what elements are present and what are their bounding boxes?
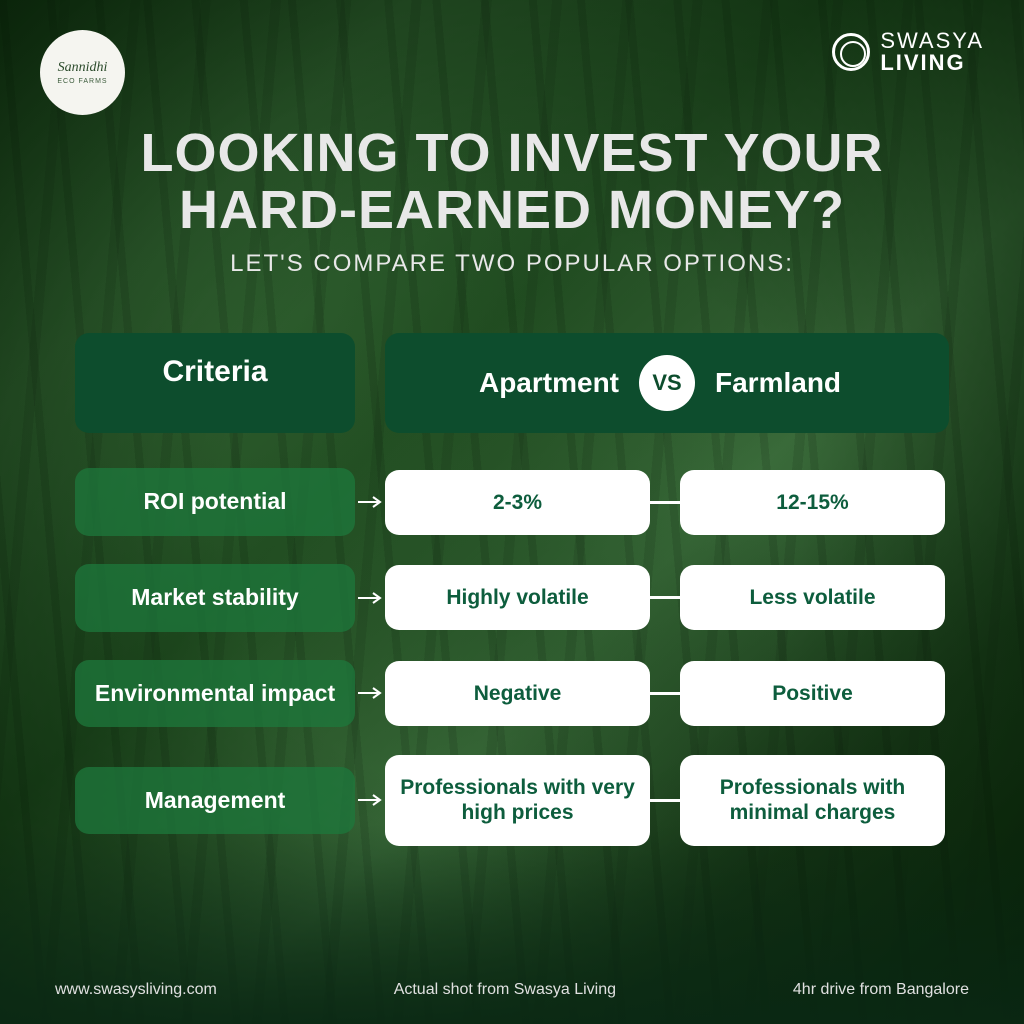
footer-caption: Actual shot from Swasya Living [394,981,616,999]
table-row: Management Professionals with very high p… [75,755,949,845]
row-value-apartment: Highly volatile [385,565,650,630]
swasya-logo-icon [832,33,870,71]
row-label: Market stability [75,564,355,632]
connector-line [650,799,680,802]
table-row: ROI potential 2-3% 12-15% [75,468,949,536]
footer-location: 4hr drive from Bangalore [793,981,969,999]
headline-section: LOOKING TO INVEST YOUR HARD-EARNED MONEY… [40,125,984,278]
arrow-right-icon [355,592,385,604]
footer-website: www.swasysliving.com [55,981,217,999]
headline-subtitle: LET'S COMPARE TWO POPULAR OPTIONS: [40,250,984,278]
logo-left-name: Sannidhi [58,60,108,76]
sannidhi-logo: Sannidhi ECO FARMS [40,30,125,115]
arrow-right-icon [355,794,385,806]
row-label: Environmental impact [75,660,355,728]
logo-left-subtitle: ECO FARMS [57,78,107,85]
header-compare: Apartment VS Farmland [385,333,949,433]
vs-badge: VS [639,355,695,411]
row-value-farmland: 12-15% [680,470,945,535]
footer: www.swasysliving.com Actual shot from Sw… [0,981,1024,999]
header-criteria: Criteria [75,333,355,433]
headline-title: LOOKING TO INVEST YOUR HARD-EARNED MONEY… [40,125,984,238]
connector-line [650,596,680,599]
swasya-logo: SWASYA LIVING [832,30,984,74]
arrow-right-icon [355,687,385,699]
row-label: ROI potential [75,468,355,536]
arrow-right-icon [355,496,385,508]
connector-line [650,692,680,695]
row-value-apartment: 2-3% [385,470,650,535]
header-apartment: Apartment [405,367,624,399]
table-row: Market stability Highly volatile Less vola… [75,564,949,632]
header-farmland: Farmland [710,367,929,399]
row-value-farmland: Positive [680,661,945,726]
row-value-apartment: Negative [385,661,650,726]
logo-right-top: SWASYA [880,30,984,52]
table-row: Environmental impact Negative Positive [75,660,949,728]
row-value-farmland: Professionals with minimal charges [680,755,945,845]
table-header-row: Criteria Apartment VS Farmland [75,333,949,433]
row-value-apartment: Professionals with very high prices [385,755,650,845]
row-value-farmland: Less volatile [680,565,945,630]
comparison-table: Criteria Apartment VS Farmland ROI poten… [40,333,984,845]
logo-right-bottom: LIVING [880,52,984,74]
row-label: Management [75,767,355,835]
connector-line [650,501,680,504]
